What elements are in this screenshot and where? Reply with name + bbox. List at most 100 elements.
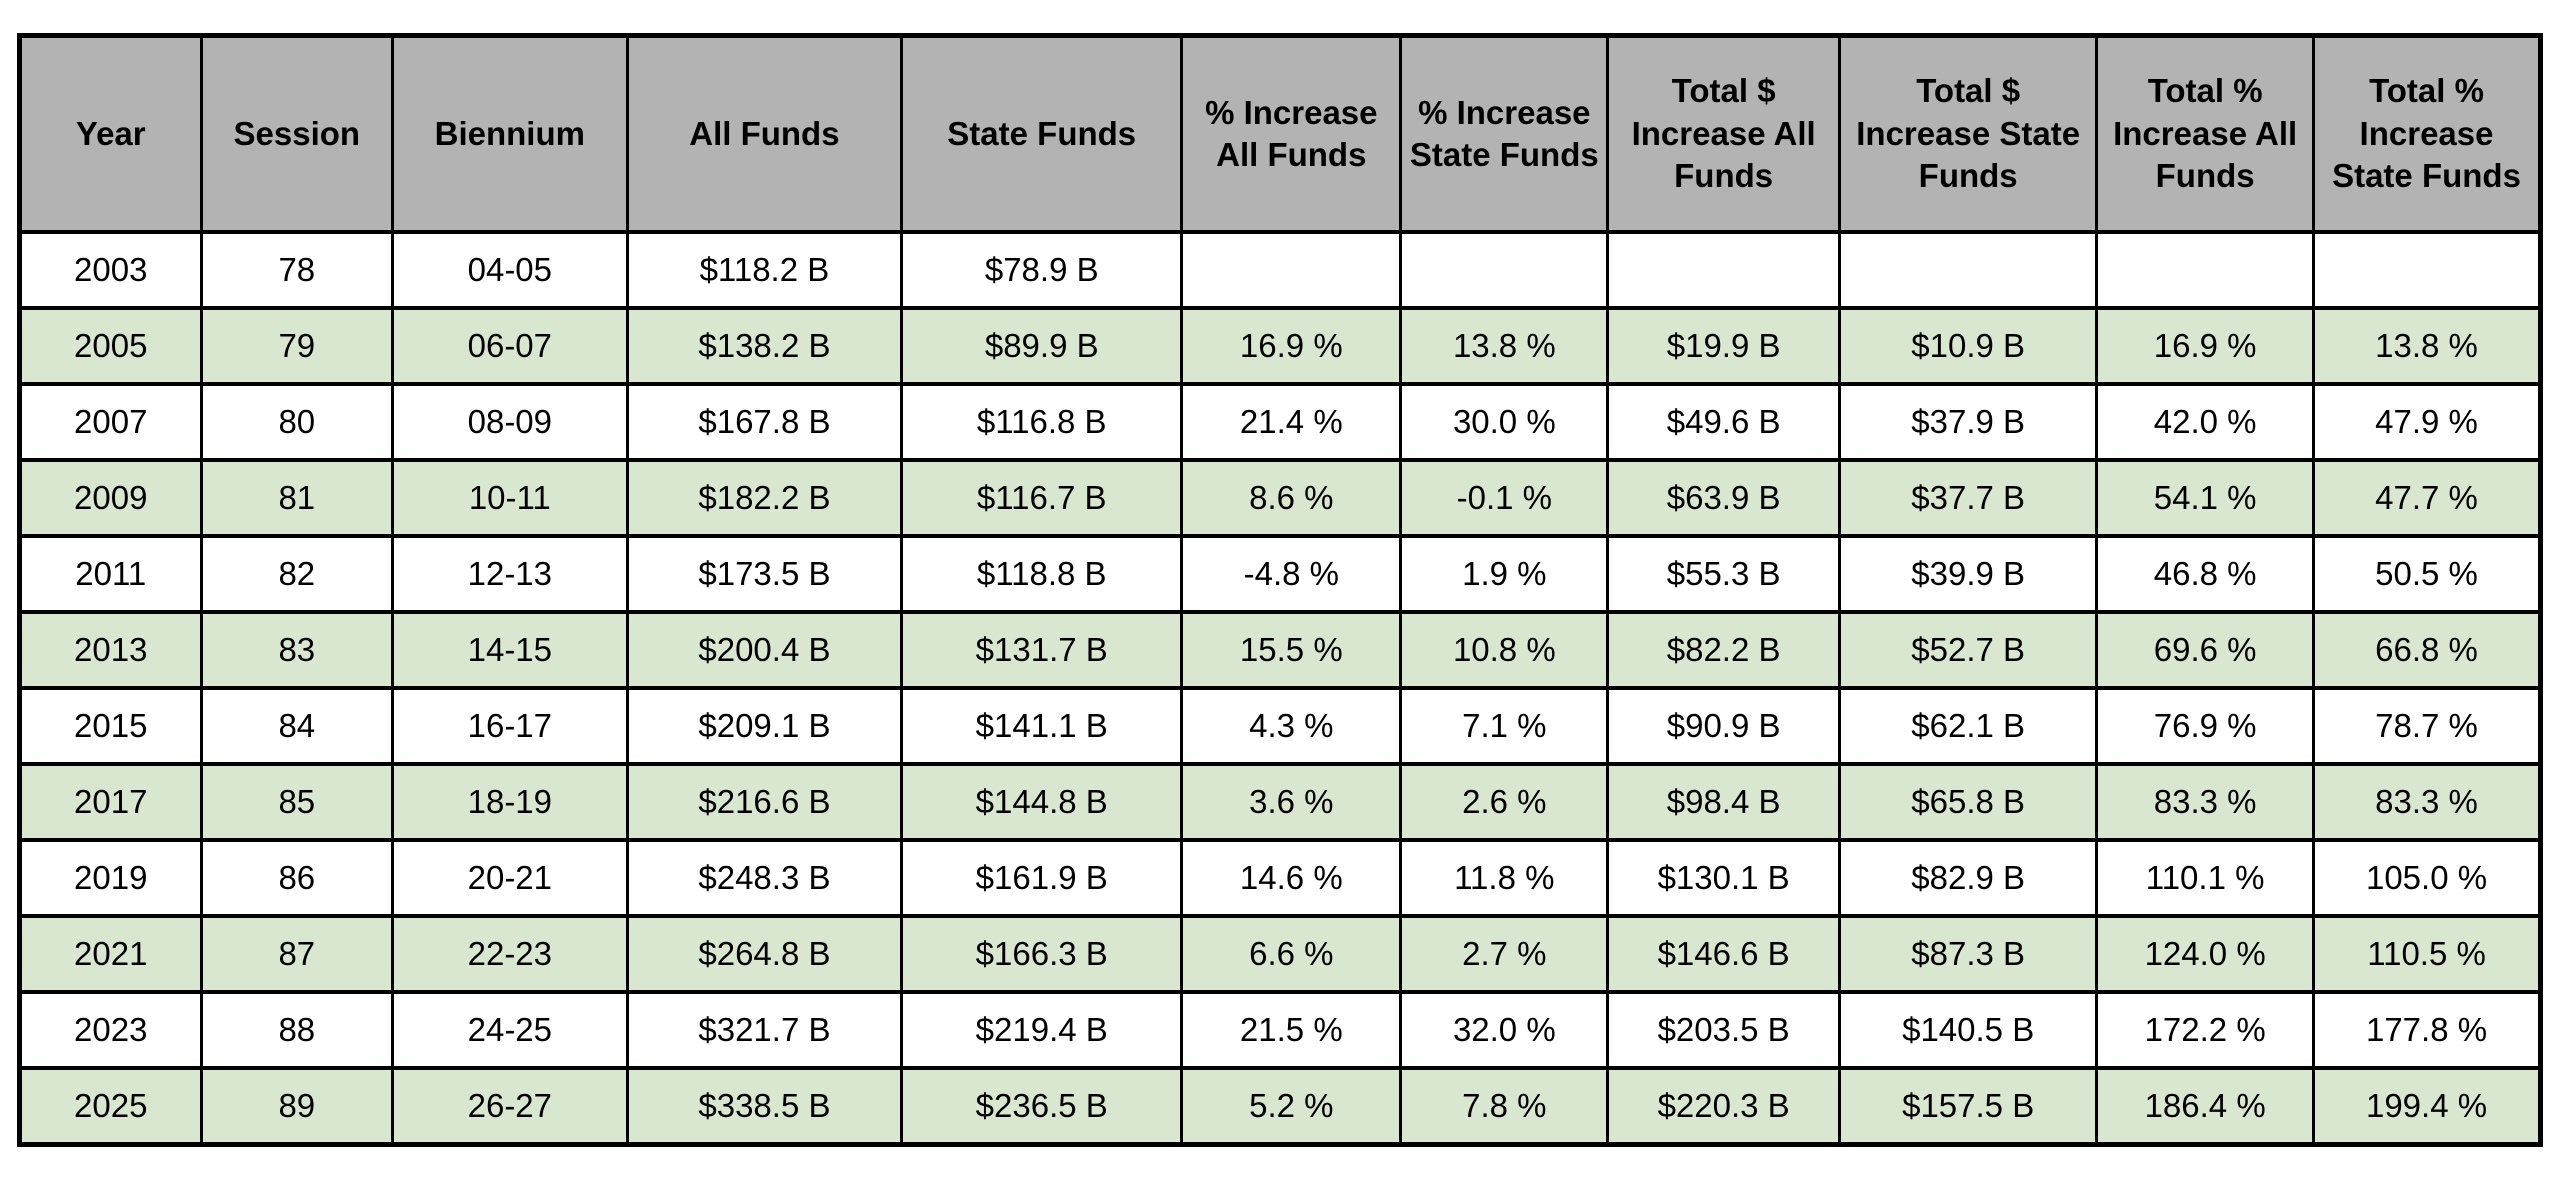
header-cell: State Funds (900, 33, 1184, 234)
table-row: 2005 79 06-07 $138.2 B $89.9 B 16.9 % 13.8 % $1… (18, 305, 2542, 386)
table-cell: $118.2 B (625, 229, 904, 310)
table-cell: 85 (199, 762, 395, 843)
table-cell: 186.4 % (2095, 1066, 2316, 1147)
table-cell: 2019 (18, 838, 203, 919)
table-cell: $37.7 B (1838, 457, 2099, 538)
table-cell: $62.1 B (1838, 685, 2099, 767)
table-cell: 89 (199, 1066, 395, 1147)
table-cell: 110.5 % (2312, 914, 2542, 995)
table-cell: $203.5 B (1606, 990, 1842, 1071)
table-cell: -0.1 % (1399, 457, 1610, 538)
table-cell: 30.0 % (1399, 381, 1610, 462)
table-cell: 10.8 % (1399, 609, 1610, 690)
table-cell: 1.9 % (1399, 533, 1610, 614)
table-cell: $116.8 B (900, 381, 1184, 462)
table-cell: 15.5 % (1180, 609, 1403, 690)
table-cell: 78 (199, 229, 395, 310)
table-cell: 04-05 (391, 229, 629, 310)
table-cell: $52.7 B (1838, 609, 2099, 690)
table-body: 2003 78 04-05 $118.2 B $78.9 B 2005 79 06-07 $13… (18, 229, 2542, 1147)
table-cell: $146.6 B (1606, 914, 1842, 995)
table-cell: $236.5 B (900, 1066, 1184, 1147)
table-cell: 2015 (18, 685, 203, 767)
table-cell: 13.8 % (2312, 305, 2542, 386)
table-cell: 88 (199, 990, 395, 1071)
table-cell: $167.8 B (625, 381, 904, 462)
table-cell (2312, 229, 2542, 310)
table-cell: $87.3 B (1838, 914, 2099, 995)
table-cell: $141.1 B (900, 685, 1184, 767)
table-cell: 2.7 % (1399, 914, 1610, 995)
table-cell: $144.8 B (900, 762, 1184, 843)
table-cell: 124.0 % (2095, 914, 2316, 995)
table-cell: $89.9 B (900, 305, 1184, 386)
table-cell: $78.9 B (900, 229, 1184, 310)
table-cell: 8.6 % (1180, 457, 1403, 538)
header-cell: % Increase State Funds (1399, 33, 1610, 234)
header-cell: Year (18, 33, 203, 234)
table-cell: 2023 (18, 990, 203, 1071)
table-cell (1399, 229, 1610, 310)
table-cell: 177.8 % (2312, 990, 2542, 1071)
table-cell: 83 (199, 609, 395, 690)
table-cell: $216.6 B (625, 762, 904, 843)
table-cell: $157.5 B (1838, 1066, 2099, 1147)
table-cell: -4.8 % (1180, 533, 1403, 614)
table-cell: $140.5 B (1838, 990, 2099, 1071)
table-cell: $37.9 B (1838, 381, 2099, 462)
table-cell: 7.8 % (1399, 1066, 1610, 1147)
table-cell: 84 (199, 685, 395, 767)
table-cell: $116.7 B (900, 457, 1184, 538)
table-cell: 18-19 (391, 762, 629, 843)
table-cell: 14.6 % (1180, 838, 1403, 919)
table-cell: 2.6 % (1399, 762, 1610, 843)
table-cell: 32.0 % (1399, 990, 1610, 1071)
table-cell: $200.4 B (625, 609, 904, 690)
table-cell: 105.0 % (2312, 838, 2542, 919)
table-cell: $131.7 B (900, 609, 1184, 690)
table-cell: 83.3 % (2095, 762, 2316, 843)
header-cell: Biennium (391, 33, 629, 234)
table-cell: 47.7 % (2312, 457, 2542, 538)
table-cell: 87 (199, 914, 395, 995)
table-row: 2011 82 12-13 $173.5 B $118.8 B -4.8 % 1.9 % $5… (18, 533, 2542, 614)
table-cell: 4.3 % (1180, 685, 1403, 767)
table-cell: $10.9 B (1838, 305, 2099, 386)
table-cell: $209.1 B (625, 685, 904, 767)
table-cell: $65.8 B (1838, 762, 2099, 843)
table-cell: 24-25 (391, 990, 629, 1071)
table-cell: 2025 (18, 1066, 203, 1147)
table-cell: 2005 (18, 305, 203, 386)
table-cell: $55.3 B (1606, 533, 1842, 614)
table-cell: 10-11 (391, 457, 629, 538)
table-cell: $161.9 B (900, 838, 1184, 919)
table-header-row: Year Session Biennium All Funds State Funds%… (18, 33, 2542, 234)
table-cell: 42.0 % (2095, 381, 2316, 462)
header-cell: Total % Increase State Funds (2312, 33, 2542, 234)
table-cell: 13.8 % (1399, 305, 1610, 386)
table-cell: 79 (199, 305, 395, 386)
table-header: Year Session Biennium All Funds State Funds%… (18, 33, 2542, 234)
table-cell: 2007 (18, 381, 203, 462)
table-cell: 20-21 (391, 838, 629, 919)
table-cell: 08-09 (391, 381, 629, 462)
table-cell: 2003 (18, 229, 203, 310)
table-cell: 3.6 % (1180, 762, 1403, 843)
table-cell: $82.2 B (1606, 609, 1842, 690)
table-row: 2013 83 14-15 $200.4 B $131.7 B 15.5 % 10.8 % $… (18, 609, 2542, 690)
table-row: 2015 84 16-17 $209.1 B $141.1 B 4.3 % 7.1 % $90… (18, 685, 2542, 767)
table-cell (1180, 229, 1403, 310)
table-cell: $219.4 B (900, 990, 1184, 1071)
table-cell: $173.5 B (625, 533, 904, 614)
table-cell: $90.9 B (1606, 685, 1842, 767)
table-cell: $166.3 B (900, 914, 1184, 995)
table-row: 2025 89 26-27 $338.5 B $236.5 B 5.2 % 7.8 % $22… (18, 1066, 2542, 1147)
table-cell: $130.1 B (1606, 838, 1842, 919)
table-row: 2017 85 18-19 $216.6 B $144.8 B 3.6 % 2.6 % $98… (18, 762, 2542, 843)
table-cell: 76.9 % (2095, 685, 2316, 767)
table-cell: 2011 (18, 533, 203, 614)
table-cell: 83.3 % (2312, 762, 2542, 843)
table-cell: 7.1 % (1399, 685, 1610, 767)
table-row: 2009 81 10-11 $182.2 B $116.7 B 8.6 % -0.1 % $6… (18, 457, 2542, 538)
table-cell: $182.2 B (625, 457, 904, 538)
